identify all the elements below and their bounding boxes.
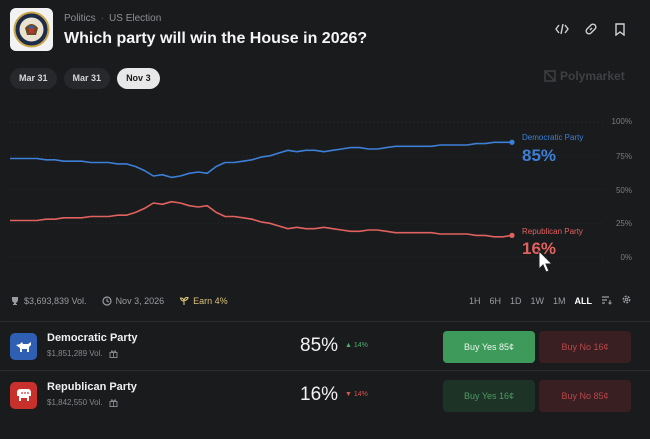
range-1w[interactable]: 1W [530,295,544,306]
series-endpoint-democratic [509,139,515,145]
gift-icon [109,350,118,358]
outcome-row-democratic[interactable]: Democratic Party $1,851,289 Vol. 85% ▲ 1… [0,322,650,370]
series-value-republican: 16% [522,239,557,258]
donkey-icon [10,333,37,360]
breadcrumb-politics[interactable]: Politics [64,13,96,24]
polymarket-logo-icon [544,70,556,82]
outcome-change: ▼ 14% [345,391,368,398]
plant-icon [179,296,189,305]
time-range-selector: 1H 6H 1D 1W 1M ALL [469,294,632,307]
outcome-row-republican[interactable]: Republican Party $1,842,550 Vol. 16% ▼ 1… [0,371,650,419]
buy-yes-button[interactable]: Buy Yes 85¢ [443,331,535,363]
total-volume: $3,693,839 Vol. [24,296,87,306]
outcome-name: Republican Party [47,381,137,393]
y-tick-25: 25% [615,219,632,228]
link-icon[interactable] [583,21,599,37]
volume-info: $3,693,839 Vol. [10,296,87,306]
y-tick-0: 0% [620,253,632,262]
market-meta: $3,693,839 Vol. Nov 3, 2026 Earn 4% [10,294,632,308]
elephant-icon [10,382,37,409]
gift-icon [109,399,118,407]
outcome-volume-text: $1,851,289 Vol. [47,349,103,358]
outcome-percent: 85% [300,335,339,356]
outcome-volume-text: $1,842,550 Vol. [47,398,103,407]
date-tabs: Mar 31 Mar 31 Nov 3 [10,68,160,89]
earn-text: Earn 4% [193,296,228,306]
page-title: Which party will win the House in 2026? [64,30,368,47]
range-6h[interactable]: 6H [489,295,501,306]
buy-no-button[interactable]: Buy No 85¢ [539,380,631,412]
buy-yes-button[interactable]: Buy Yes 16¢ [443,380,535,412]
outcome-volume: $1,842,550 Vol. [47,398,118,407]
series-line-republican [10,200,513,238]
market-image [10,8,53,51]
filter-settings-icon[interactable] [601,295,612,307]
trophy-icon [12,297,18,305]
date-tab-mar-31-a[interactable]: Mar 31 [10,68,57,89]
breadcrumb-separator: · [100,13,105,24]
divider [0,370,650,371]
range-1m[interactable]: 1M [552,295,566,306]
range-1h[interactable]: 1H [468,295,481,306]
series-label-republican: Republican Party [522,227,583,236]
y-tick-100: 100% [611,117,632,126]
range-all[interactable]: ALL [574,295,593,306]
mouse-cursor-icon [537,249,555,279]
price-chart[interactable] [0,110,650,285]
outcome-volume: $1,851,289 Vol. [47,349,118,358]
gear-icon[interactable] [621,294,632,307]
date-tab-nov-3[interactable]: Nov 3 [117,68,160,89]
outcome-change: ▲ 14% [345,342,368,349]
series-value-democratic: 85% [522,146,557,165]
end-date: Nov 3, 2026 [115,296,165,306]
end-date-info: Nov 3, 2026 [101,296,165,306]
series-line-democratic [10,141,512,179]
bookmark-icon[interactable] [612,21,628,37]
series-label-democratic: Democratic Party [522,133,584,142]
breadcrumb: Politics · US Election [64,13,161,24]
header-actions [554,21,628,37]
embed-code-icon[interactable] [554,21,570,37]
series-endpoint-republican [509,232,515,238]
divider [0,321,650,322]
outcome-percent: 16% [300,384,339,405]
date-tab-mar-31-b[interactable]: Mar 31 [63,68,111,89]
y-tick-50: 50% [615,186,632,195]
buy-no-button[interactable]: Buy No 16¢ [539,331,631,363]
clock-icon [101,296,112,306]
chart-svg [10,121,605,258]
polymarket-watermark: Polymarket [544,69,625,83]
range-1d[interactable]: 1D [509,295,522,306]
outcome-name: Democratic Party [47,332,138,344]
watermark-text: Polymarket [560,69,625,83]
breadcrumb-us-election[interactable]: US Election [109,13,162,24]
y-tick-75: 75% [615,152,632,161]
earn-badge[interactable]: Earn 4% [179,296,228,306]
